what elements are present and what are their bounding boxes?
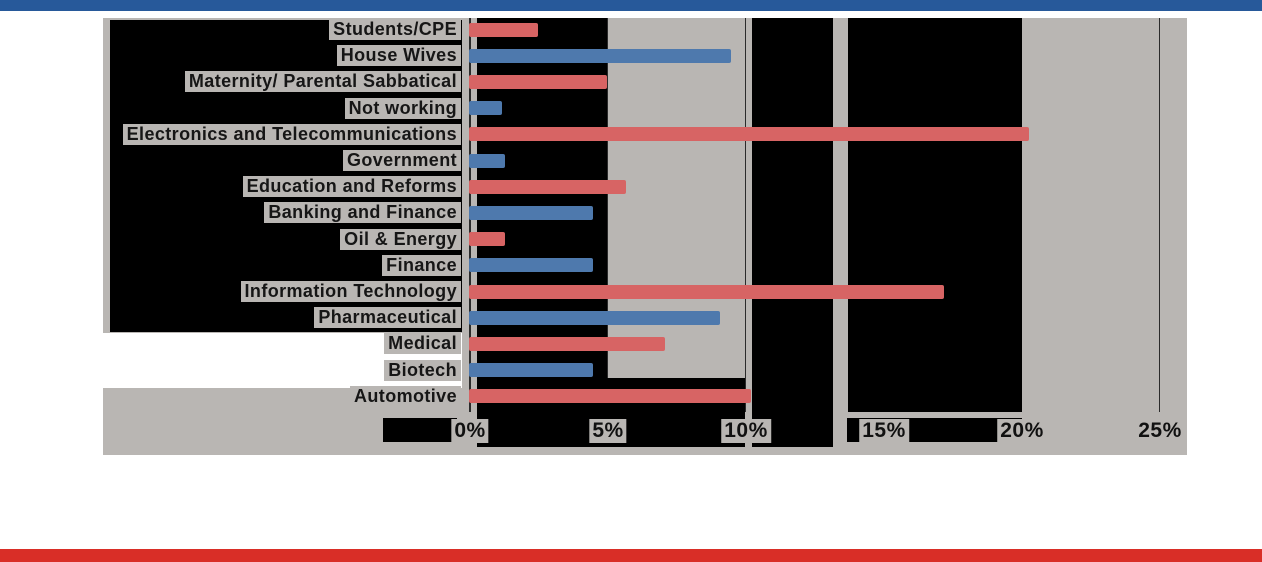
category-label: Electronics and Telecommunications	[122, 123, 461, 145]
bar-chart: Students/CPE House Wives Maternity/ Parent…	[103, 18, 1187, 455]
category-label: Information Technology	[240, 281, 461, 302]
category-label: Biotech	[384, 359, 461, 381]
category-label: House Wives	[336, 45, 461, 67]
bars-layer	[103, 18, 1187, 455]
x-axis-tick-label: 15%	[859, 419, 909, 443]
chart-bar	[469, 232, 505, 247]
category-label: Government	[342, 150, 461, 171]
slide-top-accent-bar	[0, 0, 1262, 11]
gridline	[607, 18, 608, 412]
category-labels-layer: Students/CPE House Wives Maternity/ Parent…	[103, 18, 1187, 455]
artifact-black-box-col-b	[752, 18, 833, 447]
category-label: Medical	[384, 333, 461, 355]
x-axis-tick-label: 0%	[451, 419, 489, 443]
chart-bar	[469, 205, 594, 220]
category-label: Pharmaceutical	[314, 307, 461, 329]
artifact-black-box-axis-left	[383, 418, 457, 442]
x-axis-labels-layer: 0% 5% 10% 15% 20% 25%	[103, 18, 1187, 455]
slide-bottom-accent-bar	[0, 549, 1262, 562]
chart-bar	[469, 101, 503, 116]
chart-bar	[469, 389, 751, 404]
x-axis-tick-label: 20%	[997, 419, 1047, 443]
chart-bar	[469, 363, 594, 378]
category-label: Finance	[382, 254, 461, 276]
category-label: Banking and Finance	[264, 202, 461, 224]
x-axis-tick-label: 5%	[589, 419, 627, 443]
category-label: Automotive	[350, 385, 461, 407]
category-label: Oil & Energy	[340, 228, 461, 250]
chart-bar	[469, 336, 665, 351]
chart-bar	[469, 153, 505, 168]
gridline	[1159, 18, 1160, 412]
chart-bar	[469, 22, 538, 37]
gridline	[745, 18, 746, 412]
chart-bar	[469, 127, 1030, 142]
chart-bar	[469, 179, 627, 194]
chart-bar	[469, 74, 607, 89]
x-axis-tick-label: 10%	[721, 419, 771, 443]
chart-bar	[469, 258, 594, 273]
x-axis-tick-label: 25%	[1135, 419, 1185, 443]
chart-bar	[469, 284, 944, 299]
category-label: Maternity/ Parental Sabbatical	[184, 71, 461, 93]
category-label: Education and Reforms	[242, 176, 461, 198]
chart-bar	[469, 48, 732, 63]
artifact-black-box-col-c	[848, 18, 1022, 412]
category-label: Not working	[344, 97, 461, 119]
chart-bar	[469, 310, 721, 325]
category-label: Students/CPE	[329, 19, 461, 40]
